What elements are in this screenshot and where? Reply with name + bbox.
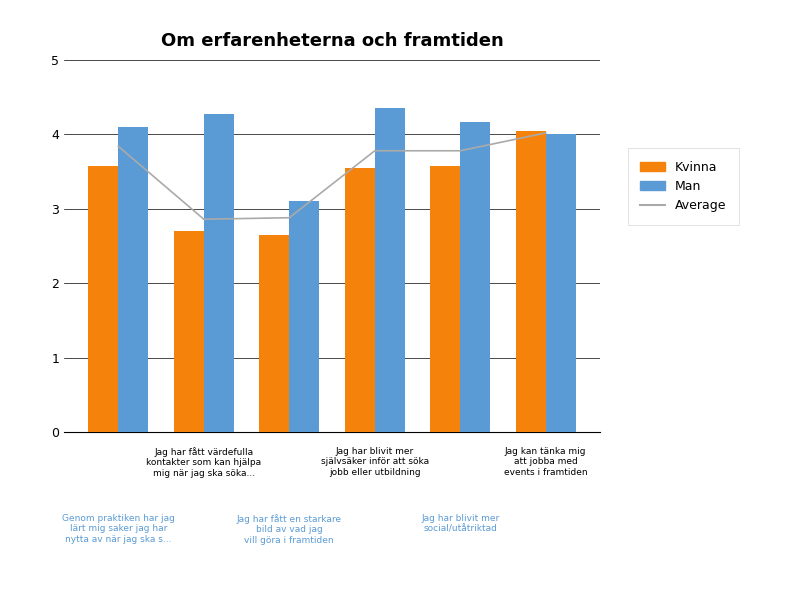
Bar <box>430 166 460 432</box>
Legend: Kvinna, Man, Average: Kvinna, Man, Average <box>628 148 739 224</box>
Bar <box>174 231 204 432</box>
Bar <box>374 109 405 432</box>
Bar <box>345 168 374 432</box>
Text: Jag har fått värdefulla
kontakter som kan hjälpa
mig när jag ska söka...: Jag har fått värdefulla kontakter som ka… <box>146 447 262 478</box>
Bar <box>259 235 290 432</box>
Bar <box>516 131 546 432</box>
Text: Jag har blivit mer
social/utåtriktad: Jag har blivit mer social/utåtriktad <box>421 514 499 533</box>
Title: Om erfarenheterna och framtiden: Om erfarenheterna och framtiden <box>161 32 503 50</box>
Bar <box>204 115 234 432</box>
Bar <box>546 134 576 432</box>
Text: Genom praktiken har jag
lärt mig saker jag har
nytta av när jag ska s...: Genom praktiken har jag lärt mig saker j… <box>62 514 174 544</box>
Bar <box>118 127 148 432</box>
Text: Jag kan tänka mig
att jobba med
events i framtiden: Jag kan tänka mig att jobba med events i… <box>504 447 587 476</box>
Bar <box>460 122 490 432</box>
Bar <box>290 202 319 432</box>
Bar <box>88 166 118 432</box>
Text: Jag har fått en starkare
bild av vad jag
vill göra i framtiden: Jag har fått en starkare bild av vad jag… <box>237 514 342 545</box>
Text: Jag har blivit mer
självsäker inför att söka
jobb eller utbildning: Jag har blivit mer självsäker inför att … <box>321 447 429 476</box>
